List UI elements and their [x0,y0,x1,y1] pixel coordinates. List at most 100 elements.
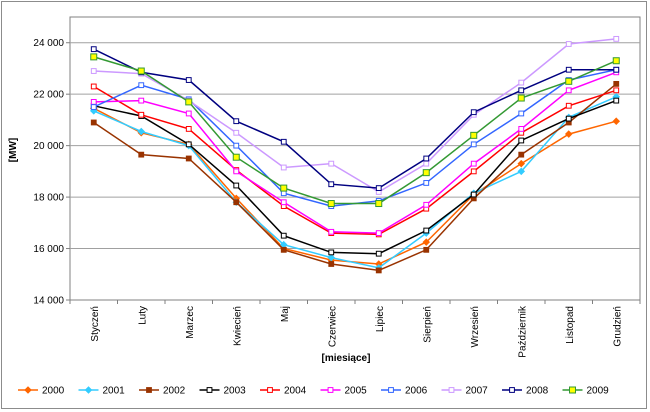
legend-label: 2004 [284,386,307,397]
data-point [327,253,336,262]
x-axis-title: [miesiące] [322,353,371,364]
data-point [613,66,620,73]
legend-marker [206,387,213,393]
legend-item-2004: 2004 [260,386,307,397]
data-point [328,181,335,188]
series-2005 [90,69,620,237]
y-tick-label: 24 000 [33,38,64,49]
y-tick-label: 14 000 [33,296,64,307]
data-point [613,87,620,94]
series-2003 [90,97,620,257]
data-point [185,155,192,162]
legend-marker [24,386,32,394]
data-point [423,246,430,253]
legend-marker [327,387,334,393]
data-point [613,35,620,42]
data-point [280,164,287,171]
legend-label: 2001 [103,386,126,397]
data-point [565,102,572,109]
data-point [422,238,431,246]
legend-label: 2008 [526,386,549,397]
data-point [423,201,430,208]
data-point [233,129,240,136]
y-tick-label: 22 000 [33,90,64,101]
legend-label: 2005 [345,386,368,397]
data-point [280,138,287,145]
data-point [423,180,430,186]
data-point [470,160,477,167]
data-point [470,131,478,139]
x-tick-label: Marzec [185,306,196,339]
data-point [612,57,620,65]
legend-marker [448,387,455,393]
data-point [565,66,572,73]
data-point [375,250,382,257]
data-point [280,184,288,192]
data-point [375,230,382,237]
data-point [375,185,382,191]
data-point [423,227,430,234]
series-line-2009 [93,56,617,205]
x-tick-label: Styczeń [90,306,101,342]
legend-item-2008: 2008 [502,386,549,397]
legend-marker [84,386,93,394]
series-2002 [90,80,620,274]
data-point [470,141,477,148]
data-point [233,142,240,149]
data-point [517,94,525,102]
data-point [518,87,525,94]
data-point [422,169,430,177]
legend-item-2007: 2007 [441,386,489,397]
series-line-2001 [93,96,617,269]
data-point [565,87,572,94]
legend-marker [569,386,576,394]
legend-marker [146,387,152,393]
data-point [518,110,525,117]
data-point [137,67,145,75]
legend-label: 2002 [163,386,186,397]
data-point [185,141,192,148]
y-tick-label: 18 000 [33,193,64,204]
data-point [90,99,97,105]
series-lines [89,35,621,274]
data-point [138,151,145,158]
data-point [470,109,477,116]
data-point [375,200,383,208]
legend-item-2006: 2006 [381,386,428,397]
legend-label: 2007 [466,386,489,397]
data-point [565,77,573,85]
legend: 2000 2001 2002 2003 2004 2005 2006 2007 2008 2009 [18,386,609,397]
data-point [517,167,526,176]
data-point [328,160,335,167]
data-point [470,191,477,198]
legend-marker [267,387,273,393]
data-point [470,168,477,175]
y-tick-label: 20 000 [33,141,64,152]
series-line-2004 [93,85,617,236]
plot-area [69,16,641,301]
x-tick-label: Sierpień [422,306,433,343]
data-point [232,153,240,161]
x-tick-label: Czerwiec [327,306,338,347]
data-point [233,118,240,125]
data-point [233,168,240,175]
data-point [423,160,430,167]
x-tick-label: Maj [280,306,291,322]
data-point [518,151,525,158]
data-point [185,126,192,132]
data-point [423,155,430,162]
data-point [233,182,240,189]
x-tick-label: Kwiecień [232,306,243,346]
y-axis-ticks: 14 000 16 000 18 000 20 000 22 000 24 000 [33,38,70,307]
y-axis-title: [MW] [8,138,19,162]
data-point [90,46,97,53]
legend-label: 2000 [42,386,65,397]
data-point [518,137,525,144]
data-point [185,77,192,83]
data-point [138,111,145,118]
legend-item-2000: 2000 [18,386,65,397]
data-point [185,110,192,117]
data-point [138,97,145,104]
data-point [280,246,287,253]
data-point [613,97,620,104]
